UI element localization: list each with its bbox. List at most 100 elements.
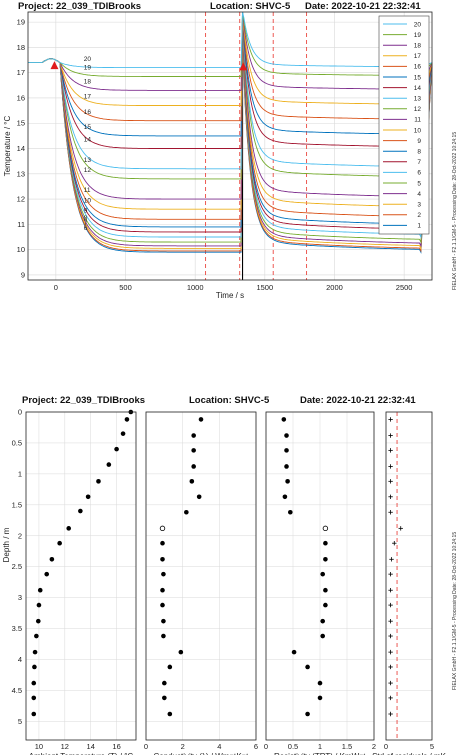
data-point (282, 494, 288, 500)
data-point (160, 587, 165, 593)
panel-x-tick-label: 1 (318, 742, 322, 751)
panel-x-tick-label: 5 (430, 742, 434, 751)
top-series-line-12 (28, 23, 433, 181)
top-legend-label-20: 20 (414, 21, 422, 28)
data-point (320, 633, 326, 639)
top-legend-label-5: 5 (417, 180, 421, 187)
top-series-line-2 (28, 45, 433, 253)
top-y-tick-label: 10 (17, 245, 25, 254)
data-point (161, 618, 166, 624)
panel-x-tick-label: 12 (61, 742, 69, 751)
top-legend-label-14: 14 (414, 85, 422, 92)
top-series-line-10 (28, 26, 433, 211)
top-curve-label-17: 17 (84, 94, 92, 101)
data-point (124, 417, 130, 422)
panel-x-axis-label: Ambient Temperature (T) / °C (29, 752, 134, 755)
data-point (32, 664, 37, 670)
top-series-line-15 (28, 17, 433, 137)
top-triangle-markers (50, 61, 248, 71)
data-point (66, 526, 72, 531)
depth-panel-1: 10 12 14 16Ambient Temperature (T) / °C (25, 409, 137, 755)
panel-frame (25, 411, 137, 741)
top-series-line-3 (28, 43, 433, 251)
panel-x-tick-label: 10 (35, 742, 43, 751)
bottom-side-text: FIELAX GmbH - F2.1.1/GM-5 - Processing D… (452, 532, 458, 690)
top-legend-label-18: 18 (414, 43, 422, 50)
data-point (85, 494, 91, 500)
top-curve-label-11: 11 (84, 187, 91, 194)
panel-x-tick-label: 0 (384, 742, 388, 751)
top-curve-label-20: 20 (84, 56, 92, 63)
top-series-line-9 (28, 28, 433, 221)
data-point (291, 649, 297, 655)
temperature-time-chart: Project: 22_039_TDIBrooks Location: SHVC… (3, 1, 458, 300)
top-x-tick-label: 1000 (187, 283, 204, 292)
data-point (191, 464, 196, 469)
top-y-tick-labels: 9 10 11 12 13 14 15 16 17 18 19 (17, 18, 25, 280)
panel-x-tick-label: 0.5 (288, 742, 298, 751)
depth-panel-2: 0 2 4 6 Conductivity (λ) / Wm⁻¹K⁻¹ (144, 411, 258, 755)
data-point (162, 680, 167, 686)
top-y-tick-label: 9 (21, 270, 25, 279)
depth-tick-label: 1 (18, 469, 22, 478)
top-series-line-14 (28, 19, 433, 150)
top-y-tick-label: 12 (17, 195, 25, 204)
depth-tick-label: 5 (18, 717, 22, 726)
depth-axis-label: Depth / m (2, 527, 11, 562)
panel-frame (145, 411, 257, 741)
top-side-text: FIELAX GmbH - F2.1.1/GM-5 - Processing D… (452, 132, 458, 290)
top-legend-label-6: 6 (417, 170, 421, 177)
top-series-line-17 (28, 14, 433, 107)
panel-frame (385, 411, 433, 741)
top-curve-label-9: 9 (84, 207, 88, 214)
top-legend-label-2: 2 (417, 212, 421, 219)
depth-tick-label: 0.5 (12, 438, 22, 447)
top-legend-label-7: 7 (417, 159, 421, 166)
panel-x-tick-label: 2 (372, 742, 376, 751)
data-point (44, 571, 50, 577)
top-legend-label-19: 19 (414, 32, 422, 39)
depth-tick-label: 4.5 (12, 686, 22, 695)
top-legend-label-13: 13 (414, 96, 422, 103)
data-point (120, 431, 126, 436)
data-point (161, 571, 166, 577)
top-legend-label-10: 10 (414, 127, 422, 134)
top-triangle-marker (50, 61, 59, 70)
data-point (161, 633, 166, 639)
top-curve-label-19: 19 (84, 65, 92, 72)
top-curve-label-14: 14 (84, 137, 92, 144)
data-point (305, 664, 310, 670)
top-legend-label-3: 3 (417, 202, 421, 209)
data-point (167, 664, 173, 670)
depth-profile-panels: Project: 22_039_TDIBrooks Location: SHVC… (2, 395, 458, 755)
data-point (191, 448, 196, 453)
panel-x-tick-label: 2 (181, 742, 185, 751)
top-legend-label-4: 4 (417, 191, 421, 198)
data-point (323, 587, 328, 593)
top-series-line-4 (28, 40, 433, 248)
panel-x-tick-label: 0 (144, 742, 148, 751)
top-x-tick-label: 500 (119, 283, 132, 292)
top-x-tick-label: 2000 (326, 283, 343, 292)
data-point (284, 433, 289, 438)
data-point (317, 680, 323, 686)
top-curve-label-13: 13 (84, 157, 92, 164)
data-point (198, 417, 204, 422)
data-point (106, 462, 112, 467)
data-point (31, 680, 37, 686)
open-data-point (159, 525, 166, 532)
data-point (178, 649, 184, 655)
top-series-line-6 (28, 35, 433, 239)
top-y-axis-label: Temperature / °C (3, 116, 12, 177)
depth-tick-label: 4 (18, 655, 22, 664)
depth-tick-label: 3.5 (12, 624, 22, 633)
depth-tick-labels: 0 0.5 1 1.5 2 2.5 3 3.5 4 4.5 5 (12, 408, 22, 726)
data-point (288, 509, 293, 515)
depth-tick-label: 0 (18, 408, 22, 417)
data-point (34, 633, 39, 639)
data-point (320, 571, 326, 577)
data-point (162, 695, 167, 701)
data-point (323, 602, 328, 608)
